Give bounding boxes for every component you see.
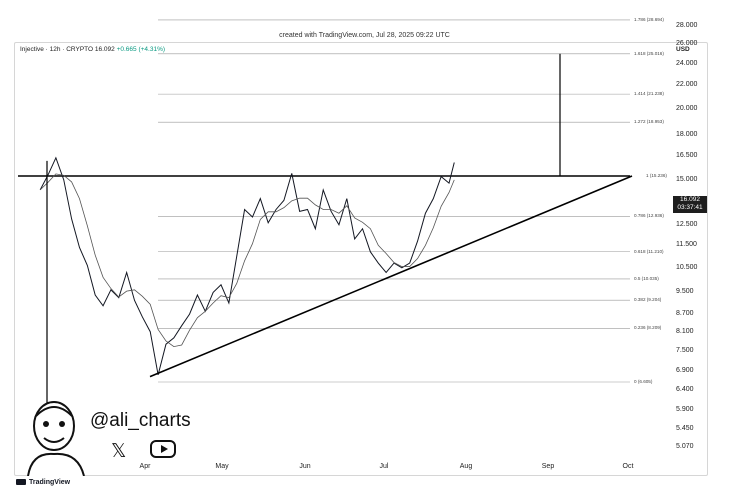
y-tick-label: 5.450 xyxy=(676,425,694,433)
y-tick-label: 15.000 xyxy=(676,175,698,183)
tradingview-logo-icon xyxy=(16,479,26,486)
fib-level-label: 1.618 (25.016) xyxy=(634,50,664,56)
symbol-line: Injective · 12h · CRYPTO 16.092 xyxy=(20,46,115,53)
y-tick-label: 16.500 xyxy=(676,152,698,160)
y-tick-label: 5.900 xyxy=(676,405,694,413)
author-handle[interactable]: @ali_charts xyxy=(90,410,191,431)
y-tick-label: 20.000 xyxy=(676,104,698,112)
fib-level-label: 1.786 (28.694) xyxy=(634,16,664,22)
tradingview-brand[interactable]: TradingView xyxy=(16,479,70,486)
y-tick-label: 6.900 xyxy=(676,367,694,375)
fib-level-label: 0.786 (12.936) xyxy=(634,213,664,219)
y-tick-label: 12.500 xyxy=(676,220,698,228)
y-tick-label: 10.500 xyxy=(676,263,698,271)
youtube-icon[interactable] xyxy=(150,440,176,458)
x-tick-label: Aug xyxy=(459,463,473,470)
fib-level-label: 1.414 (21.238) xyxy=(634,91,664,97)
tradingview-label: TradingView xyxy=(29,479,71,486)
y-tick-label: 9.500 xyxy=(676,288,694,296)
created-by-text: created with TradingView.com, Jul 28, 20… xyxy=(279,32,450,39)
fib-level-label: 0.236 (8.209) xyxy=(634,325,662,331)
y-tick-label: 18.000 xyxy=(676,130,698,138)
fib-level-label: 1 (15.236) xyxy=(646,172,667,178)
symbol-info: Injective · 12h · CRYPTO 16.092 +0.665 (… xyxy=(20,46,165,53)
y-tick-label: 8.100 xyxy=(676,327,694,335)
x-tick-label: Oct xyxy=(622,463,634,470)
support-trendline xyxy=(149,175,633,378)
y-tick-label: 5.070 xyxy=(676,443,694,451)
moving-average-line xyxy=(39,173,455,348)
bar-countdown: 03:37:41 xyxy=(677,204,703,211)
price-change: +0.665 (+4.31%) xyxy=(116,46,166,53)
y-tick-label: 28.000 xyxy=(676,22,698,29)
y-tick-label: 11.500 xyxy=(676,241,697,249)
current-price: 16.092 xyxy=(680,196,700,203)
y-tick-label: 6.400 xyxy=(676,385,694,393)
x-logo-icon[interactable]: 𝕏 xyxy=(111,441,127,462)
y-tick-label: 8.700 xyxy=(676,310,694,318)
x-tick-label: Jul xyxy=(379,463,389,470)
fib-level-label: 0 (6.605) xyxy=(634,379,653,384)
currency-label: USD xyxy=(676,46,690,53)
y-tick-label: 22.000 xyxy=(676,81,698,89)
x-tick-label: Jun xyxy=(299,463,311,470)
fib-level-label: 0.618 (11.210) xyxy=(634,248,664,254)
fib-level-label: 1.272 (18.953) xyxy=(634,119,664,125)
x-tick-label: Apr xyxy=(139,463,151,470)
current-price-tag: 16.092 03:37:41 xyxy=(673,196,707,213)
y-tick-label: 26.000 xyxy=(676,40,698,48)
y-tick-label: 7.500 xyxy=(676,346,694,354)
fib-level-label: 0.5 (10.035) xyxy=(634,275,659,281)
fib-level-label: 0.382 (9.204) xyxy=(634,297,662,303)
y-tick-label: 24.000 xyxy=(676,59,698,67)
x-tick-label: Sep xyxy=(541,463,555,470)
x-tick-label: May xyxy=(215,463,229,470)
avatar-cartoon-icon xyxy=(27,401,85,476)
price-line xyxy=(39,156,455,375)
chart-frame xyxy=(14,42,708,476)
